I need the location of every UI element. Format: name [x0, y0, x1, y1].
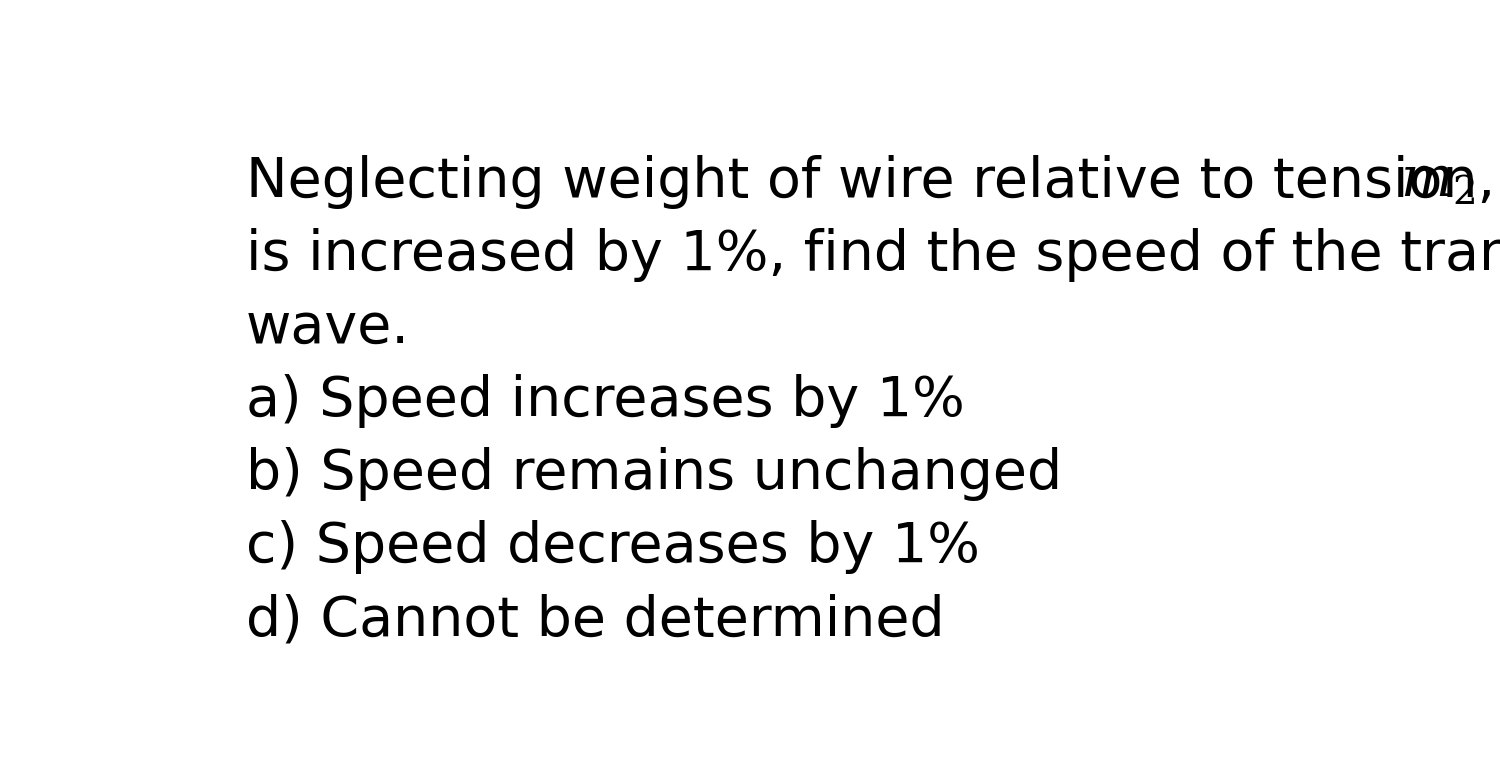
Text: Neglecting weight of wire relative to tension, if: Neglecting weight of wire relative to te…: [246, 154, 1500, 209]
Text: a) Speed increases by 1%: a) Speed increases by 1%: [246, 374, 964, 428]
Text: d) Cannot be determined: d) Cannot be determined: [246, 594, 945, 648]
Text: wave.: wave.: [246, 301, 410, 355]
Text: $m_2$: $m_2$: [1401, 154, 1476, 209]
Text: is increased by 1%, find the speed of the transverse: is increased by 1%, find the speed of th…: [246, 228, 1500, 282]
Text: b) Speed remains unchanged: b) Speed remains unchanged: [246, 447, 1062, 501]
Text: c) Speed decreases by 1%: c) Speed decreases by 1%: [246, 521, 980, 574]
